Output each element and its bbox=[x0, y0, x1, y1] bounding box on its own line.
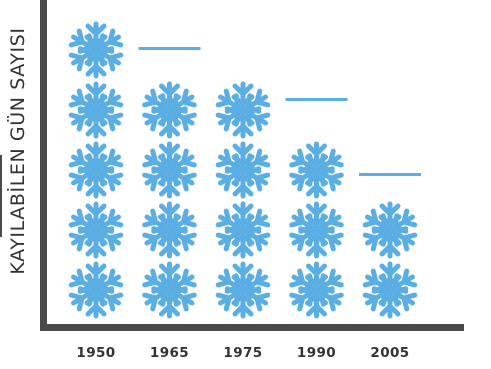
x-axis bbox=[40, 324, 464, 331]
snowflake-icon bbox=[216, 144, 270, 196]
snowflake-icon bbox=[289, 144, 343, 196]
y-axis bbox=[40, 0, 47, 330]
snowflake-icon bbox=[216, 84, 270, 136]
snowflake-icon bbox=[69, 144, 123, 196]
partial-snowflake-icon bbox=[289, 84, 343, 136]
side-marker bbox=[0, 155, 2, 237]
x-tick-label: 1990 bbox=[296, 345, 337, 361]
snowflake-icon bbox=[69, 84, 123, 136]
x-tick-label: 1975 bbox=[223, 345, 263, 361]
snowflake-icon bbox=[142, 264, 196, 316]
snowflake-icon bbox=[69, 204, 123, 256]
x-tick-label: 1950 bbox=[76, 345, 116, 361]
snowflake-icon bbox=[142, 84, 196, 136]
snowflake-icon bbox=[363, 264, 417, 316]
x-tick-label: 2005 bbox=[370, 345, 410, 361]
snowflake-icon bbox=[289, 264, 343, 316]
snowflake-layer bbox=[69, 24, 421, 316]
snowflake-icon bbox=[216, 204, 270, 256]
snowflake-icon bbox=[69, 24, 123, 76]
y-axis-label: KAYILABİLEN GÜN SAYISI bbox=[7, 27, 29, 275]
snowflake-icon bbox=[142, 204, 196, 256]
snowflake-icon bbox=[216, 264, 270, 316]
snowflake-icon bbox=[142, 144, 196, 196]
snowflake-icon bbox=[289, 204, 343, 256]
partial-snowflake-icon bbox=[363, 144, 417, 196]
x-tick-label: 1965 bbox=[149, 345, 190, 361]
snowflake-icon bbox=[363, 204, 417, 256]
snowflake-icon bbox=[69, 264, 123, 316]
